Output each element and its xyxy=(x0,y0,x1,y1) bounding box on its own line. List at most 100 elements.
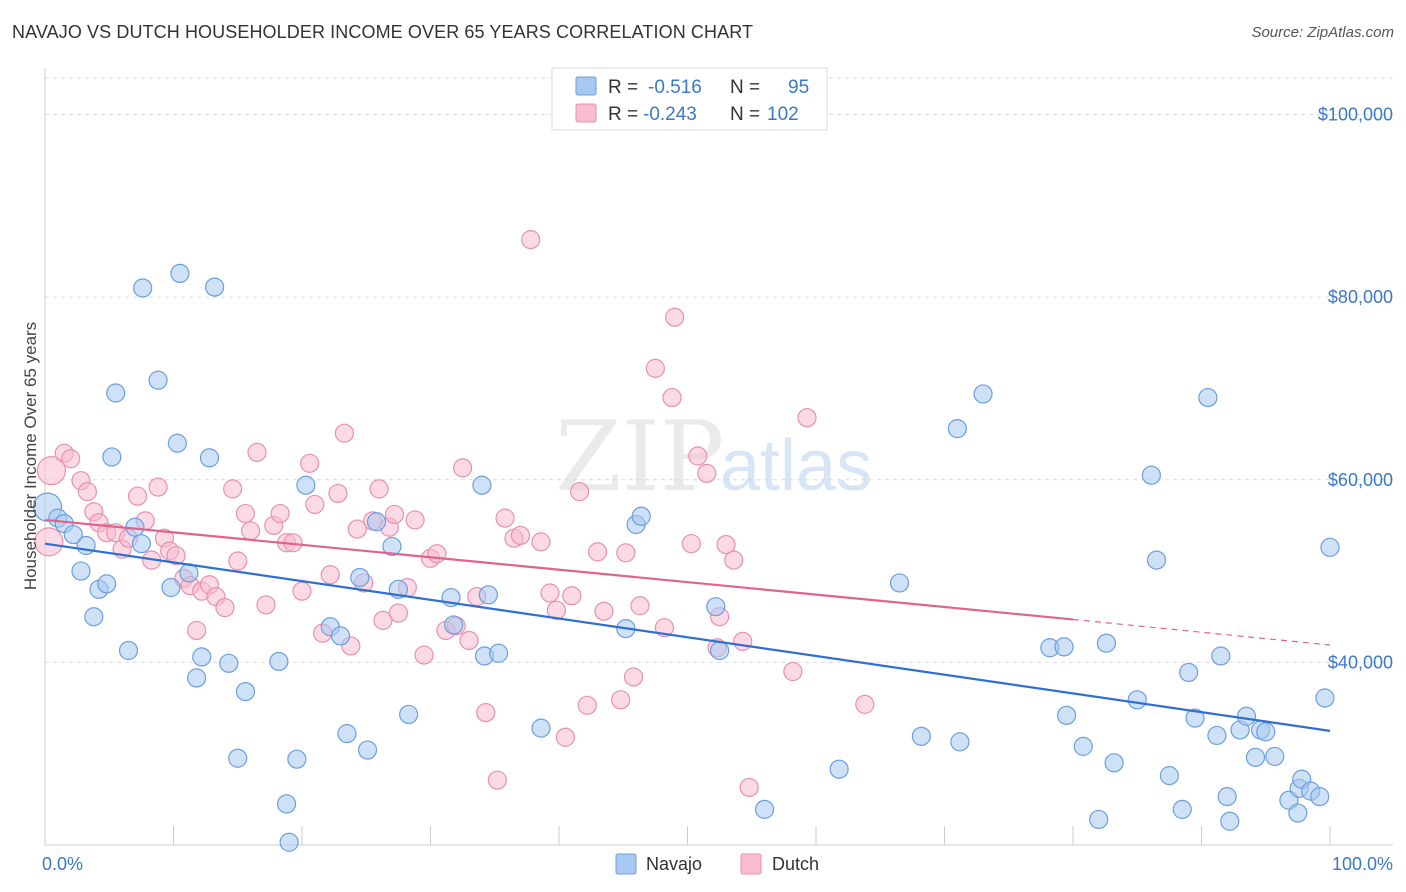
x-tick-labels: 0.0% 100.0% xyxy=(42,854,1393,874)
navajo-point-55 xyxy=(889,573,910,593)
dutch-point-40 xyxy=(320,565,340,585)
y-tick-label-3: $100,000 xyxy=(1318,105,1393,125)
navajo-point-81 xyxy=(1245,747,1266,767)
grid-lines xyxy=(45,77,1393,663)
dutch-point-48 xyxy=(373,610,393,630)
navajo-point-42 xyxy=(444,615,464,635)
navajo-point-69 xyxy=(1146,550,1167,570)
dutch-point-76 xyxy=(594,601,614,621)
navajo-point-23 xyxy=(205,277,225,297)
watermark-atlas: atlas xyxy=(720,426,872,506)
dutch-point-73 xyxy=(569,482,590,502)
dutch-point-77 xyxy=(611,690,631,710)
navajo-point-14 xyxy=(133,278,153,298)
navajo-point-11 xyxy=(118,640,139,661)
dutch-point-86 xyxy=(688,446,708,466)
dutch-point-50 xyxy=(384,504,405,525)
dutch-point-75 xyxy=(587,542,608,562)
dutch-point-79 xyxy=(623,667,644,687)
dutch-point-84 xyxy=(665,307,685,327)
navajo-point-84 xyxy=(1265,746,1285,767)
navajo-point-21 xyxy=(192,647,212,667)
navajo-point-38 xyxy=(382,536,402,557)
dutch-trend-line xyxy=(44,518,1074,621)
navajo-point-76 xyxy=(1211,646,1231,666)
dutch-point-28 xyxy=(235,503,256,524)
navajo-point-34 xyxy=(337,724,357,744)
dutch-point-51 xyxy=(388,603,408,623)
navajo-point-8 xyxy=(97,574,117,594)
navajo-point-43 xyxy=(472,475,492,495)
navajo-point-4 xyxy=(71,561,91,581)
navajo-point-86 xyxy=(1288,803,1308,823)
navajo-point-40 xyxy=(399,704,419,725)
navajo-point-37 xyxy=(366,512,387,532)
navajo-point-22 xyxy=(199,448,220,468)
bottom-legend: Navajo Dutch xyxy=(615,853,819,875)
navajo-point-71 xyxy=(1172,799,1192,819)
dutch-point-85 xyxy=(681,534,701,554)
dutch-point-78 xyxy=(616,543,636,563)
navajo-point-91 xyxy=(1315,688,1335,708)
dutch-point-42 xyxy=(334,423,355,443)
navajo-point-27 xyxy=(269,651,289,672)
chart-title: NAVAJO VS DUTCH HOUSEHOLDER INCOME OVER … xyxy=(12,22,754,42)
dutch-point-53 xyxy=(405,510,425,530)
dutch-point-47 xyxy=(369,479,389,499)
dutch-point-33 xyxy=(270,503,290,524)
x-tick-label-1: 100.0% xyxy=(1332,854,1393,874)
navajo-point-78 xyxy=(1220,811,1240,831)
dutch-point-91 xyxy=(724,550,744,570)
dutch-point-94 xyxy=(783,661,803,682)
legend-box: R = -0.516 N = 95 R = -0.243 N = 102 xyxy=(551,67,828,131)
navajo-point-80 xyxy=(1236,706,1257,726)
dutch-point-21 xyxy=(187,620,207,641)
y-tick-label-0: $40,000 xyxy=(1328,652,1393,672)
navajo-point-5 xyxy=(76,535,96,556)
dutch-point-62 xyxy=(476,703,496,723)
dutch-point-29 xyxy=(241,521,261,541)
legend-n-label-dutch: N = xyxy=(730,104,760,125)
y-tick-labels: $40,000 $60,000 $80,000 $100,000 xyxy=(1318,105,1393,673)
dutch-point-71 xyxy=(555,727,576,747)
legend-r-label-dutch: R = xyxy=(608,104,638,125)
dutch-point-25 xyxy=(215,597,235,618)
dutch-point-38 xyxy=(305,494,325,515)
dutch-point-31 xyxy=(256,595,276,615)
navajo-point-57 xyxy=(947,419,967,439)
dutch-point-37 xyxy=(300,453,320,473)
navajo-point-33 xyxy=(330,626,351,646)
navajo-point-45 xyxy=(478,585,498,605)
axes xyxy=(44,68,1393,846)
navajo-point-31 xyxy=(296,475,316,495)
dutch-point-44 xyxy=(347,519,367,539)
dutch-points xyxy=(34,230,875,798)
dutch-point-2 xyxy=(34,527,64,557)
dutch-point-15 xyxy=(148,477,168,497)
legend-r-navajo: -0.516 xyxy=(648,77,702,98)
dutch-point-36 xyxy=(292,581,312,601)
source-label: Source: ZipAtlas.com xyxy=(1251,24,1394,41)
legend-n-dutch: 102 xyxy=(767,104,799,125)
dutch-point-68 xyxy=(531,532,551,552)
navajo-point-47 xyxy=(531,718,551,738)
navajo-point-10 xyxy=(106,383,126,403)
bottom-legend-dutch: Dutch xyxy=(772,854,819,874)
navajo-point-24 xyxy=(219,653,239,673)
dutch-point-92 xyxy=(733,631,753,651)
navajo-point-36 xyxy=(357,740,378,760)
navajo-point-74 xyxy=(1198,387,1218,408)
dutch-point-80 xyxy=(630,596,650,616)
navajo-point-17 xyxy=(167,433,187,453)
dutch-point-59 xyxy=(453,458,473,478)
navajo-point-18 xyxy=(170,263,190,284)
navajo-trend-line xyxy=(44,542,1331,732)
dutch-point-30 xyxy=(247,442,267,462)
navajo-point-52 xyxy=(710,640,730,661)
navajo-point-65 xyxy=(1096,633,1117,653)
navajo-point-70 xyxy=(1159,766,1179,786)
navajo-point-3 xyxy=(63,524,83,545)
navajo-point-59 xyxy=(973,384,993,404)
navajo-point-29 xyxy=(279,832,299,852)
